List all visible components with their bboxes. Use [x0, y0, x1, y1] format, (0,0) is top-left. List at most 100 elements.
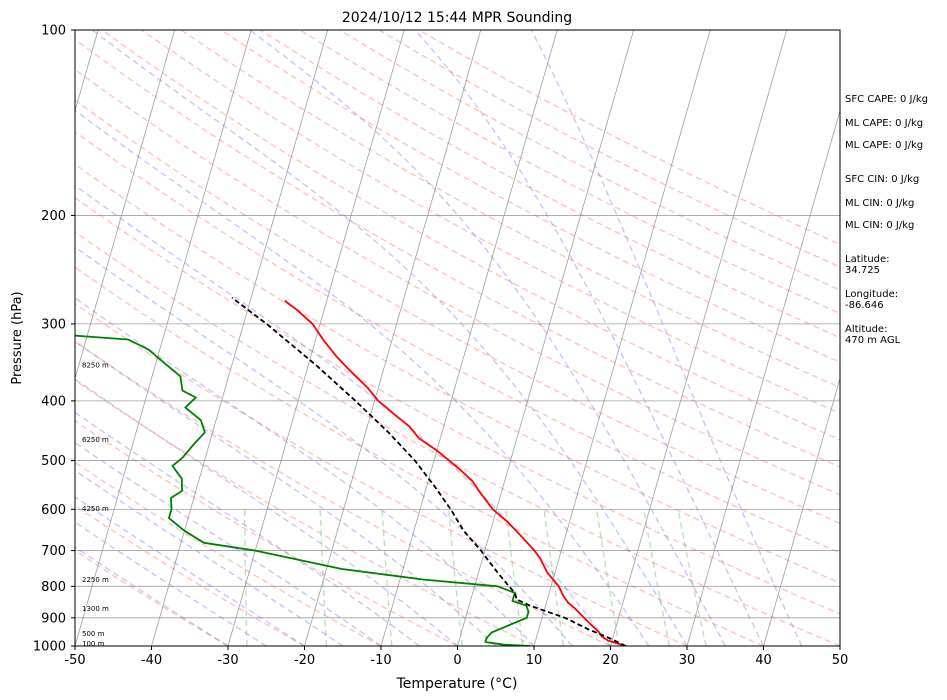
isotherm: [763, 377, 840, 646]
isotherm: [75, 30, 252, 646]
moist-adiabat: [75, 246, 573, 646]
moist-adiabat: [91, 30, 688, 646]
dry-adiabat: [75, 38, 840, 468]
isotherm: [686, 109, 840, 646]
info-text: SFC CAPE: 0 J/kg: [845, 94, 928, 105]
grid: [75, 30, 840, 646]
moist-adiabat: [75, 496, 305, 646]
x-tick-label: 30: [679, 653, 696, 668]
moist-adiabat: [75, 521, 267, 646]
dry-adiabat: [75, 419, 458, 646]
isotherm: [227, 30, 405, 646]
parcel-profile: [231, 296, 627, 646]
dry-adiabat: [180, 30, 840, 389]
y-axis-label: Pressure (hPa): [10, 291, 25, 384]
y-tick-label: 600: [41, 503, 66, 518]
y-tick-label: 500: [41, 454, 66, 469]
info-text: SFC CIN: 0 J/kg: [845, 174, 919, 185]
isotherm: [380, 30, 558, 646]
info-text: Latitude:: [845, 254, 890, 265]
dry-adiabat: [75, 99, 840, 525]
dry-adiabat: [75, 379, 535, 646]
info-value: -86.646: [845, 300, 884, 311]
height-label: 1300 m: [82, 605, 109, 613]
background-lines: [75, 30, 840, 646]
height-label: 4250 m: [82, 505, 109, 513]
moist-adiabat: [75, 411, 420, 646]
dry-adiabat: [75, 266, 764, 646]
y-tick-label: 100: [41, 24, 66, 39]
dry-adiabat: [75, 163, 840, 584]
x-tick-label: -30: [217, 653, 238, 668]
x-axis: -50 -40 -30 -20 -10 0 10 20 30 40 50: [64, 646, 848, 668]
isotherm: [75, 30, 176, 380]
moist-adiabat: [75, 340, 497, 646]
info-text: ML CIN: 0 J/kg: [845, 220, 914, 231]
info-text: ML CAPE: 0 J/kg: [845, 118, 923, 129]
profiles: [75, 296, 627, 646]
y-tick-label: 900: [41, 611, 66, 626]
height-labels: 100 m 500 m 1300 m 2250 m 4250 m 6250 m 8250 m: [82, 362, 109, 648]
height-label: 6250 m: [82, 436, 109, 444]
x-tick-label: -10: [370, 653, 391, 668]
dry-adiabat: [75, 130, 840, 554]
height-label: 8250 m: [82, 362, 109, 370]
temperature-profile: [284, 299, 627, 646]
info-text: ML CIN: 0 J/kg: [845, 198, 914, 209]
dry-adiabat: [75, 196, 840, 615]
x-tick-label: 0: [453, 653, 461, 668]
dry-adiabat: [339, 30, 840, 291]
dry-adiabat: [101, 30, 840, 441]
isotherm: [304, 30, 482, 646]
x-tick-label: 20: [602, 653, 619, 668]
isotherm: [610, 30, 788, 646]
moist-adiabat: [75, 378, 458, 646]
dry-adiabat: [75, 231, 840, 646]
dry-adiabat: [75, 340, 611, 646]
info-text: Altitude:: [845, 324, 887, 335]
isotherm: [457, 30, 635, 646]
moist-adiabat: [75, 469, 344, 646]
moist-adiabat: [75, 184, 612, 646]
chart-title: 2024/10/12 15:44 MPR Sounding: [342, 10, 572, 26]
dry-adiabat: [75, 461, 382, 646]
y-tick-label: 200: [41, 209, 66, 224]
dry-adiabat: [220, 30, 840, 364]
dry-adiabat: [75, 302, 688, 646]
info-text: ML CAPE: 0 J/kg: [845, 140, 923, 151]
mixing-ratio-line: [643, 509, 671, 646]
height-label: 500 m: [82, 630, 105, 638]
y-tick-label: 300: [41, 317, 66, 332]
dry-adiabat: [75, 549, 229, 646]
info-value: 34.725: [845, 265, 880, 276]
info-text: Longitude:: [845, 289, 898, 300]
mixing-ratio-line: [319, 509, 328, 646]
dewpoint-profile: [75, 334, 531, 646]
x-tick-label: 40: [755, 653, 772, 668]
y-tick-label: 700: [41, 544, 66, 559]
plot-frame: [74, 29, 841, 647]
isotherm: [151, 30, 329, 646]
dry-adiabat: [75, 68, 840, 496]
moist-adiabat: [414, 30, 765, 646]
moist-adiabat: [249, 30, 726, 646]
moist-adiabat: [75, 546, 229, 646]
mixing-ratio-line: [677, 509, 707, 646]
y-axis: 100 200 300 400 500 600 700 800 900 1000: [33, 24, 75, 655]
y-tick-label: 400: [41, 394, 66, 409]
x-tick-label: 10: [526, 653, 543, 668]
sounding-info: SFC CAPE: 0 J/kg ML CAPE: 0 J/kg ML CAPE: …: [845, 94, 928, 346]
moist-adiabat: [75, 297, 535, 646]
x-tick-label: -50: [64, 653, 85, 668]
isotherm: [533, 30, 711, 646]
info-value: 470 m AGL: [845, 335, 901, 346]
height-label: 2250 m: [82, 576, 109, 584]
x-axis-label: Temperature (°C): [396, 676, 518, 692]
moist-adiabat: [530, 30, 803, 646]
dry-adiabat: [141, 30, 840, 415]
y-tick-label: 1000: [33, 640, 66, 655]
x-tick-label: -20: [294, 653, 315, 668]
x-tick-label: -40: [141, 653, 162, 668]
y-tick-label: 800: [41, 580, 66, 595]
